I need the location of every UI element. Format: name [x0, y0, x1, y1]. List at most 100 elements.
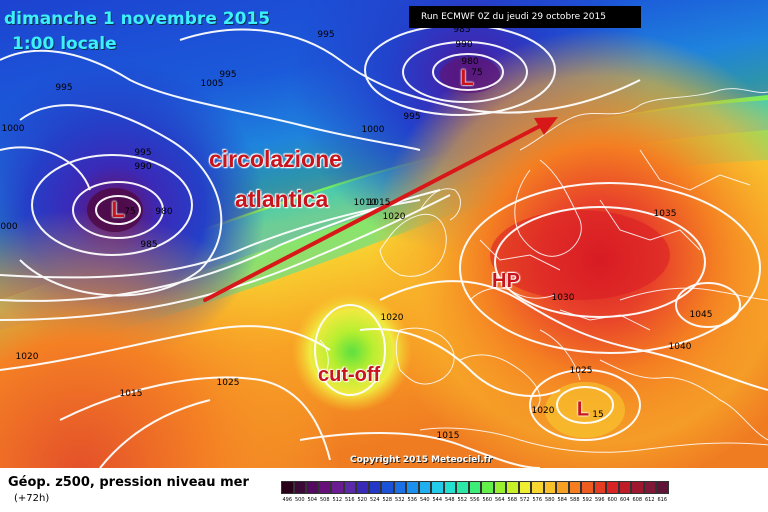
map-time-title: 1:00 locale — [12, 34, 117, 54]
scale-swatch — [393, 481, 406, 494]
scale-swatch — [531, 481, 544, 494]
isobar-label: 1025 — [216, 378, 240, 388]
scale-value: 540 — [419, 497, 430, 503]
map-date-title: dimanche 1 novembre 2015 — [4, 9, 271, 29]
scale-value: 616 — [657, 497, 668, 503]
scale-value: 528 — [382, 497, 393, 503]
scale-value: 604 — [619, 497, 630, 503]
scale-swatch — [656, 481, 669, 494]
low-north-symbol: L — [460, 65, 474, 90]
scale-swatch — [631, 481, 644, 494]
scale-value: 504 — [307, 497, 318, 503]
scale-value: 600 — [607, 497, 618, 503]
isobar-label: 1015 — [436, 431, 460, 441]
annotation-atlantica: atlantica — [235, 186, 329, 212]
scale-value: 548 — [444, 497, 455, 503]
scale-swatch — [293, 481, 306, 494]
isobar-label: 75 — [124, 207, 136, 217]
low-core-south — [545, 382, 625, 438]
scale-value: 552 — [457, 497, 468, 503]
scale-value: 580 — [544, 497, 555, 503]
isobar-label: 995 — [219, 70, 237, 80]
scale-value: 536 — [407, 497, 418, 503]
color-scale-labels: 496 500 504 508 512 516 520 524 528 532 536 540 544 5… — [281, 497, 669, 503]
low-south-symbol: L — [576, 398, 590, 421]
isobar-label: 1005 — [200, 79, 224, 89]
scale-swatch — [318, 481, 331, 494]
scale-value: 560 — [482, 497, 493, 503]
scale-swatch — [643, 481, 656, 494]
scale-value: 612 — [644, 497, 655, 503]
isobar-label: 1020 — [380, 313, 404, 323]
scale-swatch — [543, 481, 556, 494]
scale-swatch — [381, 481, 394, 494]
isobar-label: 985 — [140, 240, 158, 250]
low-west-symbol: L — [111, 197, 125, 222]
annotation-circolazione: circolazione — [209, 146, 342, 172]
scale-swatch — [456, 481, 469, 494]
copyright-text: Copyright 2015 Meteociel.fr — [350, 455, 493, 465]
scale-swatch — [356, 481, 369, 494]
scale-swatch — [481, 481, 494, 494]
scale-value: 512 — [332, 497, 343, 503]
scale-value: 532 — [394, 497, 405, 503]
isobar-label: 1040 — [668, 342, 692, 352]
isobar-label: 995 — [317, 30, 335, 40]
isobar-label: 995 — [403, 112, 421, 122]
high-core — [490, 210, 670, 300]
scale-swatch — [281, 481, 294, 494]
scale-swatch — [593, 481, 606, 494]
isobar-label: 990 — [455, 40, 473, 50]
model-run-label: Run ECMWF 0Z du jeudi 29 octobre 2015 — [409, 6, 641, 28]
scale-swatch — [418, 481, 431, 494]
legend-title: Géop. z500, pression niveau mer — [8, 475, 249, 490]
scale-value: 520 — [357, 497, 368, 503]
isobar-label: 1035 — [653, 209, 677, 219]
isobar-lines — [0, 24, 768, 468]
scale-swatch — [606, 481, 619, 494]
isobar-label: 1020 — [15, 352, 39, 362]
isobar-label: 1000 — [1, 124, 25, 134]
isobar-label: 000 — [0, 222, 18, 232]
annotation-high-pressure: HP — [492, 270, 520, 292]
isobar-label: 995 — [55, 83, 73, 93]
scale-value: 556 — [469, 497, 480, 503]
scale-value: 500 — [294, 497, 305, 503]
scale-value: 572 — [519, 497, 530, 503]
isobar-label: 1015 — [367, 198, 391, 208]
scale-value: 516 — [344, 497, 355, 503]
isobar-label: 985 — [453, 25, 471, 35]
isobar-label: 980 — [461, 57, 479, 67]
scale-swatch — [331, 481, 344, 494]
scale-value: 608 — [632, 497, 643, 503]
isobar-label: 15 — [592, 410, 604, 420]
scale-value: 576 — [532, 497, 543, 503]
scale-swatch — [568, 481, 581, 494]
scale-swatch — [443, 481, 456, 494]
low-core-north — [440, 57, 500, 93]
isobar-label: 1020 — [382, 212, 406, 222]
low-core-west — [87, 188, 143, 232]
coastlines — [319, 88, 768, 453]
annotation-cut-off: cut-off — [318, 364, 381, 386]
scale-swatch — [581, 481, 594, 494]
scale-value: 524 — [369, 497, 380, 503]
isobar-label: 980 — [155, 207, 173, 217]
isobar-label: 1015 — [119, 389, 143, 399]
scale-swatch — [556, 481, 569, 494]
scale-value: 584 — [557, 497, 568, 503]
isobar-label: 995 — [134, 148, 152, 158]
scale-swatch — [343, 481, 356, 494]
scale-value: 568 — [507, 497, 518, 503]
scale-swatch — [368, 481, 381, 494]
isobar-label: 1030 — [551, 293, 575, 303]
flow-arrow — [203, 117, 558, 302]
scale-value: 592 — [582, 497, 593, 503]
scale-value: 508 — [319, 497, 330, 503]
isobar-label: 1010 — [353, 198, 377, 208]
isobar-label: 1020 — [531, 406, 555, 416]
color-scale — [281, 481, 669, 494]
scale-value: 588 — [569, 497, 580, 503]
isobar-label: 1000 — [361, 125, 385, 135]
